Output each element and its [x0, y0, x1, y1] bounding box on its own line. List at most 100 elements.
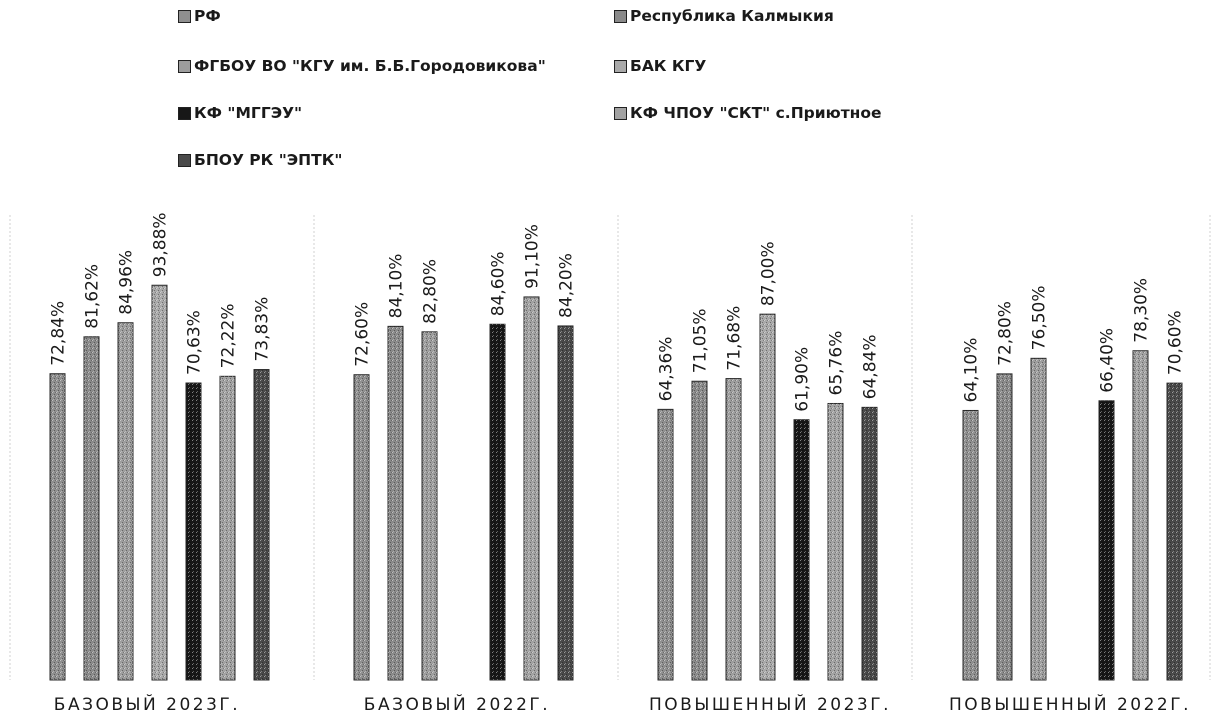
bar-texture	[1167, 383, 1182, 680]
bar	[1030, 357, 1047, 681]
bar-value-label: 70,63%	[185, 310, 205, 375]
bar	[962, 409, 979, 681]
bar-value-label: 72,60%	[353, 302, 373, 367]
bar-texture	[862, 407, 877, 680]
bar	[1132, 350, 1149, 681]
bar-value-label: 78,30%	[1132, 278, 1152, 343]
bar	[117, 322, 134, 681]
bar-texture	[524, 296, 539, 680]
bar-texture	[254, 369, 269, 680]
legend-item-kgu: ФГБОУ ВО "КГУ им. Б.Б.Городовикова"	[178, 57, 546, 75]
category-axis-label: БАЗОВЫЙ 2022Г.	[364, 693, 550, 715]
bar-value-label: 72,22%	[219, 303, 239, 368]
legend-label-rf: РФ	[194, 7, 221, 25]
bar	[151, 284, 168, 681]
bar-texture	[760, 314, 775, 680]
bar-texture	[354, 374, 369, 680]
bar	[185, 382, 202, 681]
legend-item-bak-kgu: БАК КГУ	[614, 57, 706, 75]
legend-swatch-rf	[178, 9, 191, 23]
bar-value-label: 91,10%	[523, 224, 543, 289]
bar-value-label: 84,60%	[489, 251, 509, 316]
legend-swatch-mggeu	[178, 106, 191, 120]
bar	[759, 313, 776, 681]
legend-label-mggeu: КФ "МГГЭУ"	[194, 104, 303, 122]
bar	[1166, 382, 1183, 681]
legend-item-mggeu: КФ "МГГЭУ"	[178, 104, 302, 122]
bar-value-label: 93,88%	[151, 212, 171, 277]
bar-value-label: 64,36%	[657, 337, 677, 402]
bar	[253, 369, 270, 681]
legend-label-kgu: ФГБОУ ВО "КГУ им. Б.Б.Городовикова"	[194, 57, 546, 75]
bar	[557, 325, 574, 681]
bar-value-label: 64,10%	[962, 338, 982, 403]
bar	[219, 375, 236, 681]
bar-texture	[997, 373, 1012, 680]
bar-texture	[50, 373, 65, 680]
bar-value-label: 64,84%	[861, 335, 881, 400]
bar-value-label: 84,10%	[387, 254, 407, 319]
legend-item-rf: РФ	[178, 7, 221, 25]
bar-texture	[692, 381, 707, 680]
bar-value-label: 87,00%	[759, 241, 779, 306]
legend-item-kalmykia: Республика Калмыкия	[614, 7, 834, 25]
bar-texture	[726, 378, 741, 680]
legend-swatch-bak-kgu	[614, 59, 627, 73]
bar-texture	[558, 325, 573, 680]
bar-value-label: 71,68%	[725, 306, 745, 371]
bar-value-label: 71,05%	[691, 308, 711, 373]
bar	[523, 296, 540, 681]
bar-value-label: 73,83%	[253, 297, 273, 362]
bar	[657, 408, 674, 681]
bar-value-label: 84,96%	[117, 250, 137, 315]
bar	[489, 323, 506, 681]
bar-value-label: 61,90%	[793, 347, 813, 412]
bar-value-label: 72,80%	[996, 301, 1016, 366]
bar	[49, 373, 66, 681]
bar	[861, 406, 878, 681]
bar	[793, 419, 810, 681]
bar	[996, 373, 1013, 681]
bar-texture	[658, 409, 673, 680]
bar-texture	[1031, 358, 1046, 680]
bar-texture	[118, 322, 133, 680]
bar	[387, 325, 404, 681]
bar-texture	[1133, 350, 1148, 680]
bar-texture	[490, 324, 505, 680]
bar-value-label: 81,62%	[83, 264, 103, 329]
bar-value-label: 76,50%	[1030, 285, 1050, 350]
bar	[827, 402, 844, 681]
legend-label-kalmykia: Республика Калмыкия	[630, 7, 834, 25]
bar-value-label: 84,20%	[557, 253, 577, 318]
bar-texture	[794, 419, 809, 680]
legend-swatch-kgu	[178, 59, 191, 73]
legend-label-bak-kgu: БАК КГУ	[630, 57, 707, 75]
bar-texture	[152, 285, 167, 680]
bar-value-label: 66,40%	[1098, 328, 1118, 393]
legend-label-eptk: БПОУ РК "ЭПТК"	[194, 151, 343, 169]
category-axis-label: ПОВЫШЕННЫЙ 2022Г.	[949, 693, 1191, 715]
bar	[1098, 400, 1115, 681]
bar	[725, 378, 742, 681]
bar-texture	[186, 383, 201, 680]
category-axis-label: ПОВЫШЕННЫЙ 2023Г.	[649, 693, 891, 715]
legend-swatch-skt	[614, 106, 627, 120]
bar-texture	[963, 410, 978, 680]
bar-texture	[422, 331, 437, 680]
bar-texture	[388, 326, 403, 680]
legend-swatch-kalmykia	[614, 9, 627, 23]
bar	[421, 331, 438, 681]
bar-value-label: 72,84%	[49, 301, 69, 366]
bar-value-label: 82,80%	[421, 259, 441, 324]
bar-texture	[1099, 400, 1114, 680]
bar-texture	[220, 376, 235, 680]
legend-item-eptk: БПОУ РК "ЭПТК"	[178, 151, 342, 169]
legend-item-skt: КФ ЧПОУ "СКТ" с.Приютное	[614, 104, 882, 122]
category-axis-label: БАЗОВЫЙ 2023Г.	[54, 693, 240, 715]
bar	[83, 336, 100, 681]
bar-texture	[84, 336, 99, 680]
legend-label-skt: КФ ЧПОУ "СКТ" с.Приютное	[630, 104, 882, 122]
bar-value-label: 65,76%	[827, 331, 847, 396]
bar-texture	[828, 403, 843, 680]
